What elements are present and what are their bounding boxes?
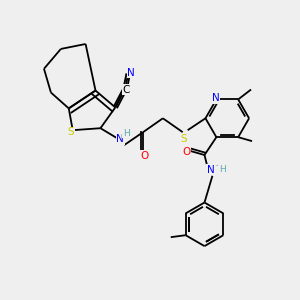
Text: O: O (182, 147, 191, 157)
Text: N: N (212, 93, 219, 103)
Text: S: S (180, 134, 187, 144)
Text: H: H (219, 165, 226, 174)
Text: N: N (207, 165, 214, 175)
Text: S: S (68, 127, 74, 137)
Text: C: C (122, 85, 130, 94)
Text: N: N (127, 68, 135, 78)
Text: N: N (116, 134, 124, 144)
Text: O: O (140, 151, 148, 161)
Text: -: - (215, 160, 219, 170)
Text: H: H (123, 129, 130, 138)
